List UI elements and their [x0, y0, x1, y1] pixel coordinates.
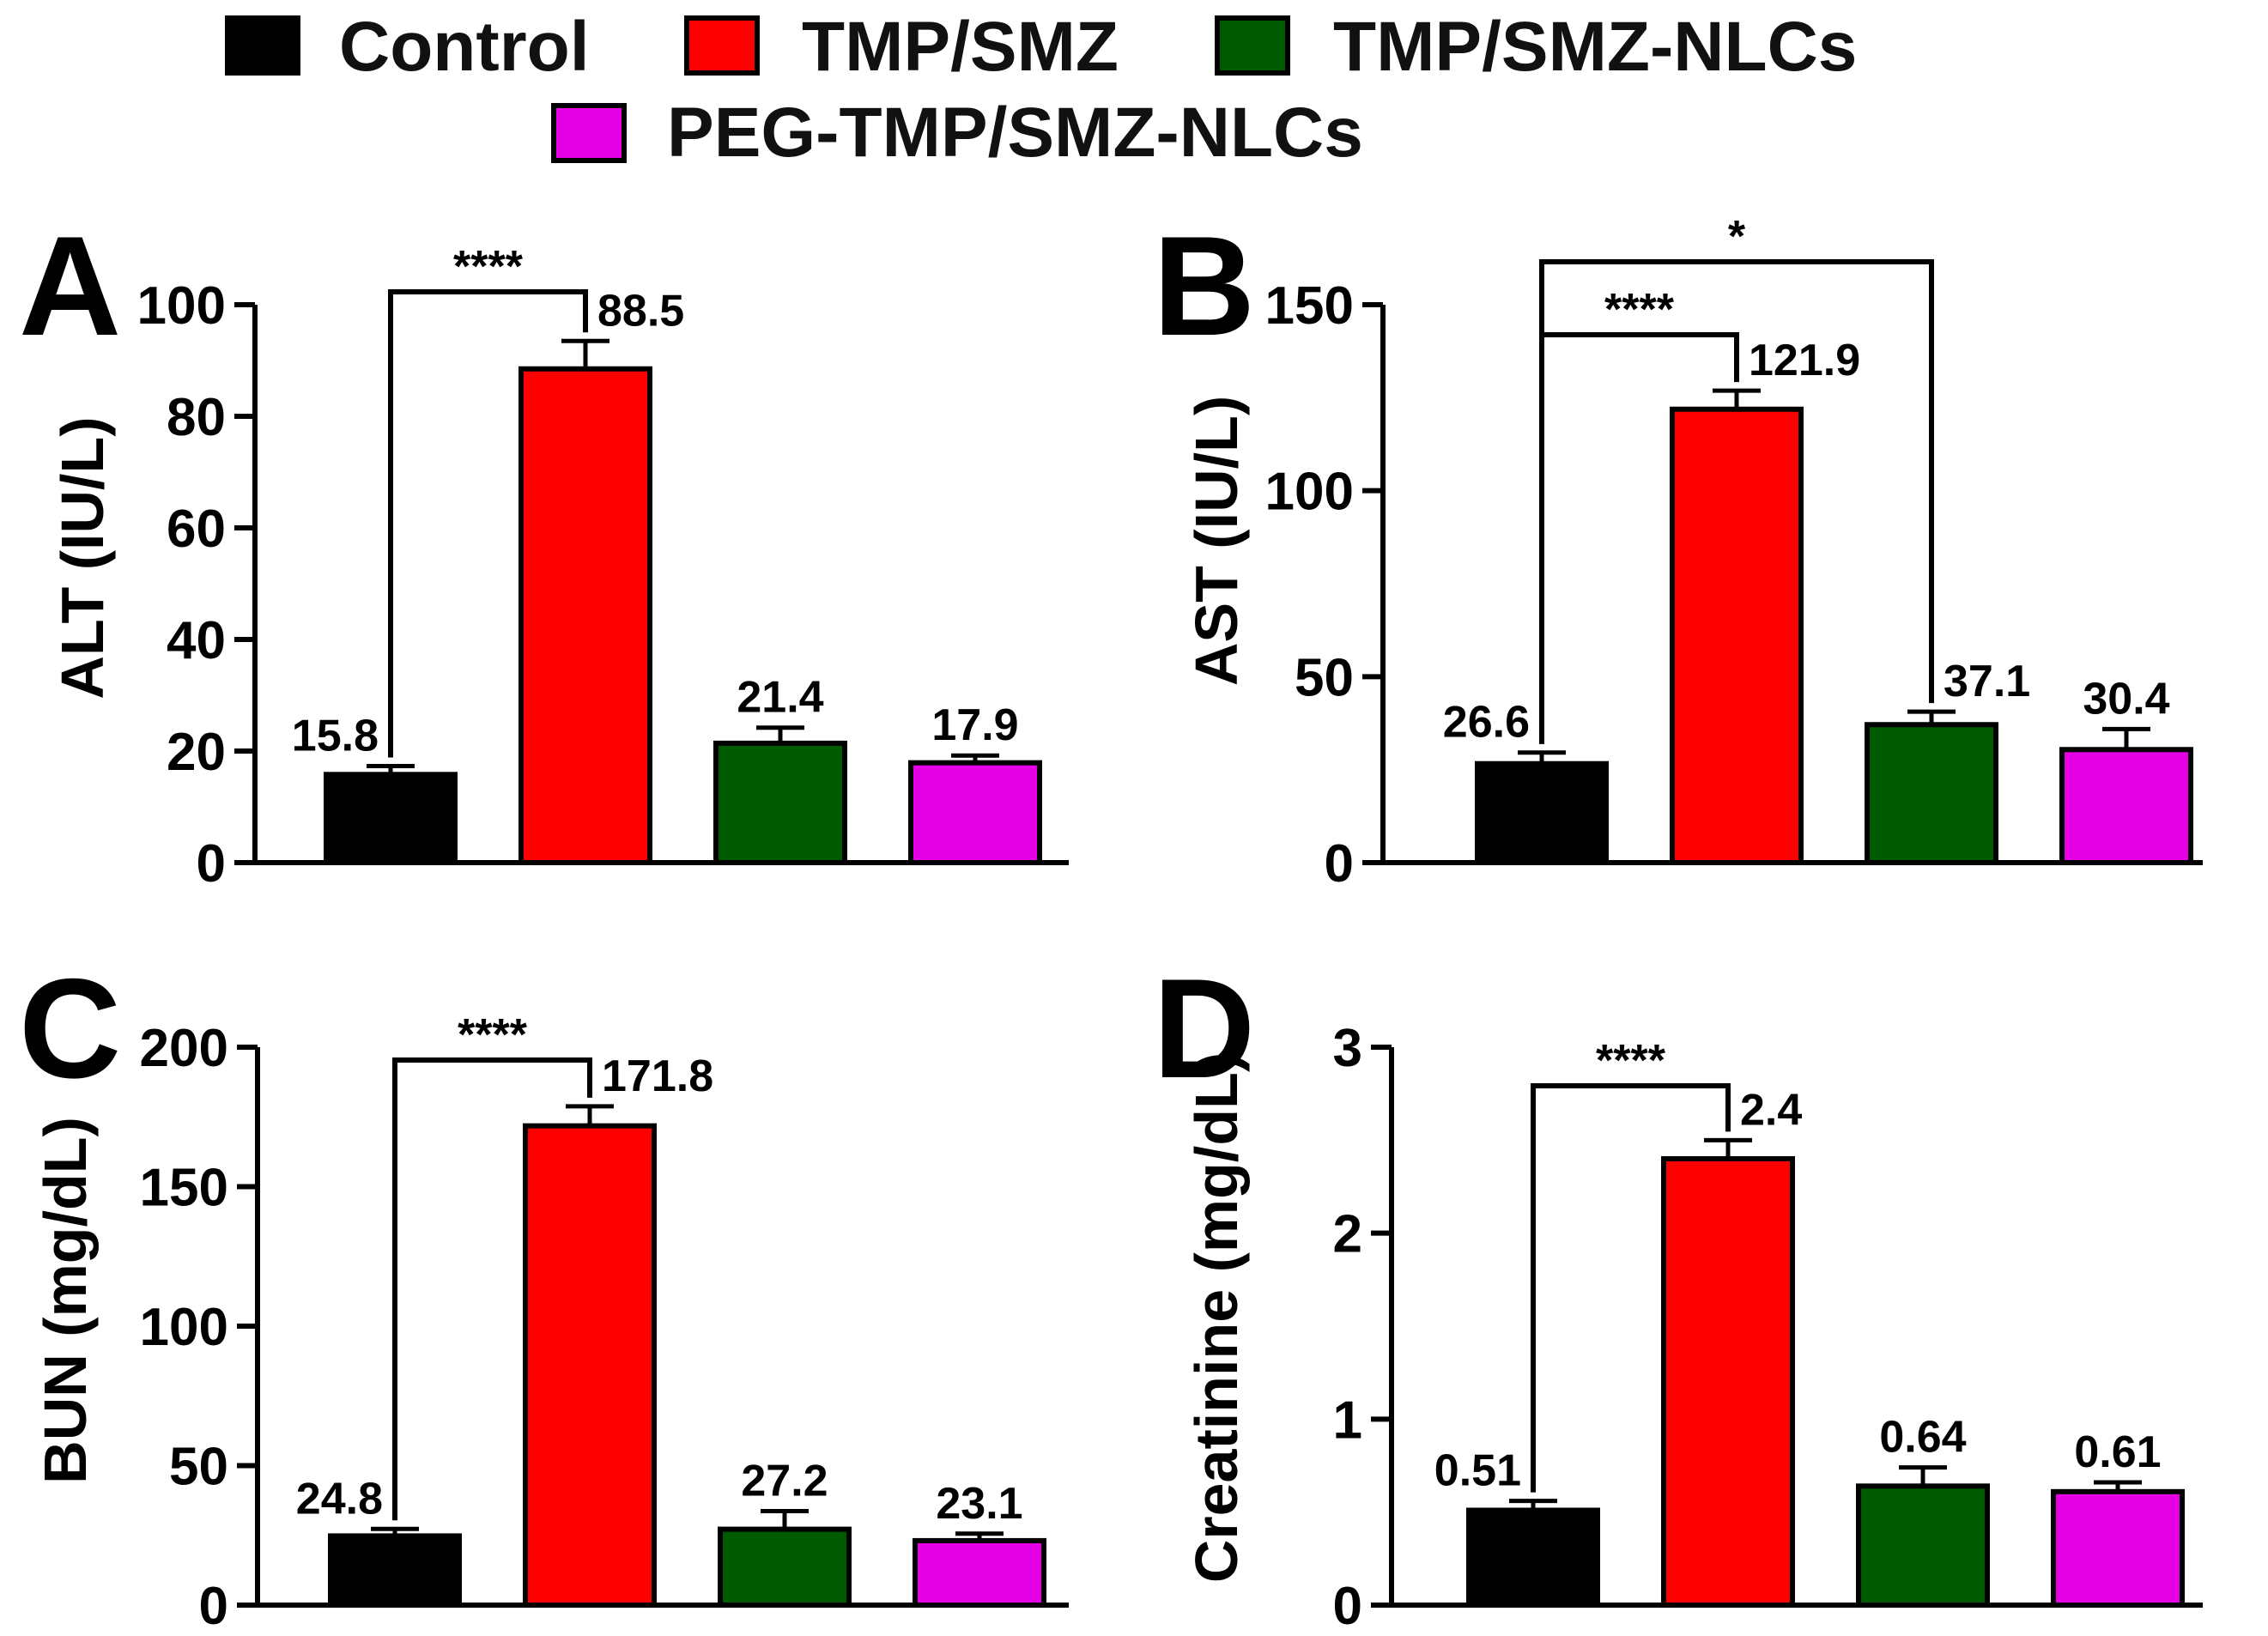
bar-tmp-smz	[1670, 406, 1804, 865]
bar-control	[328, 1533, 462, 1609]
legend-label-peg-tmp-smz-nlcs: PEG-TMP/SMZ-NLCs	[667, 94, 1363, 172]
y-axis-label-d: Creatinine (mg/dL)	[1183, 1052, 1250, 1583]
panel-letter-a: A	[19, 207, 121, 365]
y-tick-label: 2	[1333, 1205, 1362, 1264]
significance-bracket	[1539, 259, 1934, 744]
bar-peg-tmp-smz-nlcs	[913, 1537, 1046, 1608]
bar-control	[1475, 760, 1609, 866]
chart-panel-d: D Creatinine (mg/dL) 0 1 2 3 **** 0.51 2.4 0.64…	[1153, 949, 2203, 1627]
y-tick-label: 20	[167, 723, 226, 782]
legend-label-tmp-smz: TMP/SMZ	[802, 8, 1119, 86]
y-tick-label: 100	[1265, 463, 1354, 522]
significance-label: ****	[458, 1010, 528, 1060]
data-label: 121.9	[1749, 336, 1860, 385]
data-label: 0.61	[2074, 1427, 2161, 1477]
bar-control	[324, 772, 458, 865]
bar-peg-tmp-smz-nlcs	[908, 760, 1042, 866]
data-label: 2.4	[1740, 1085, 1802, 1135]
y-tick-label: 1	[1333, 1391, 1362, 1450]
significance-label: ****	[453, 242, 524, 292]
significance-label: ****	[1604, 285, 1675, 335]
data-label: 0.51	[1434, 1446, 1521, 1496]
y-tick-label: 100	[140, 1298, 228, 1357]
data-label: 88.5	[597, 286, 684, 336]
legend-swatch-tmp-smz	[684, 15, 760, 76]
data-label: 24.8	[296, 1474, 383, 1524]
data-label: 27.2	[741, 1456, 828, 1506]
chart-panel-c: C BUN (mg/dL) 0 50 100 150 200 **** 24.8 171.8 2…	[19, 949, 1069, 1627]
data-label: 37.1	[1944, 657, 2030, 706]
data-label: 21.4	[737, 673, 823, 723]
panel-letter-d: D	[1153, 949, 1255, 1107]
bar-tmp-smz	[1661, 1156, 1795, 1608]
chart-panel-a: A ALT (IU/L) 0 20 40 60 80 100 **** 15.8 88.5 21.…	[19, 207, 1069, 884]
y-tick-label: 150	[1265, 276, 1354, 336]
panel-letter-b: B	[1153, 207, 1255, 365]
y-tick-label: 3	[1333, 1019, 1362, 1078]
y-axis-label-c: BUN (mg/dL)	[32, 1117, 99, 1484]
significance-bracket	[392, 1057, 592, 1521]
plot-area-d: 0 1 2 3 **** 0.51 2.4 0.64 0.61	[1333, 1019, 2203, 1627]
y-tick-label: 40	[167, 611, 226, 670]
bar-peg-tmp-smz-nlcs	[2051, 1488, 2185, 1608]
bar-tmp-smz	[518, 366, 652, 865]
y-tick-label: 150	[140, 1159, 228, 1218]
legend-swatch-tmp-smz-nlcs	[1215, 15, 1290, 76]
significance-label: *	[1728, 212, 1746, 262]
legend-swatch-control	[225, 15, 300, 76]
y-tick-label: 50	[1295, 648, 1354, 707]
y-tick-label: 50	[169, 1438, 228, 1497]
significance-bracket	[388, 289, 588, 758]
legend-label-tmp-smz-nlcs: TMP/SMZ-NLCs	[1333, 8, 1858, 86]
plot-area-a: 0 20 40 60 80 100 **** 15.8 88.5 21.4 17.9	[137, 242, 1069, 884]
data-label: 0.64	[1879, 1413, 1966, 1463]
y-tick-label: 0	[1333, 1577, 1362, 1627]
legend-label-control: Control	[339, 8, 590, 86]
y-tick-label: 80	[167, 388, 226, 447]
bar-tmp-smz-nlcs	[713, 740, 847, 866]
y-tick-label: 0	[199, 1577, 228, 1627]
y-axis-label-b: AST (IU/L)	[1183, 396, 1250, 686]
significance-label: ****	[1596, 1036, 1666, 1086]
y-tick-label: 200	[140, 1019, 228, 1078]
bar-tmp-smz-nlcs	[1856, 1483, 1990, 1608]
data-label: 17.9	[931, 700, 1018, 750]
y-tick-label: 0	[1325, 834, 1354, 884]
bar-peg-tmp-smz-nlcs	[2059, 747, 2193, 865]
significance-bracket	[1531, 1083, 1731, 1493]
y-tick-label: 0	[197, 834, 226, 884]
data-label: 26.6	[1443, 698, 1530, 748]
legend-swatch-peg-tmp-smz-nlcs	[551, 103, 627, 163]
data-label: 171.8	[602, 1051, 713, 1101]
panel-letter-c: C	[19, 949, 121, 1107]
bar-tmp-smz	[523, 1123, 657, 1608]
y-tick-label: 100	[137, 276, 226, 336]
bar-control	[1466, 1507, 1600, 1608]
data-label: 15.8	[292, 712, 379, 761]
y-axis-label-a: ALT (IU/L)	[49, 416, 116, 699]
bar-tmp-smz-nlcs	[1865, 722, 1998, 865]
y-tick-label: 60	[167, 500, 226, 559]
plot-area-c: 0 50 100 150 200 **** 24.8 171.8 27.2 23.1	[140, 1010, 1069, 1627]
data-label: 23.1	[936, 1479, 1022, 1529]
bar-tmp-smz-nlcs	[718, 1526, 852, 1608]
data-label: 30.4	[2083, 674, 2169, 724]
